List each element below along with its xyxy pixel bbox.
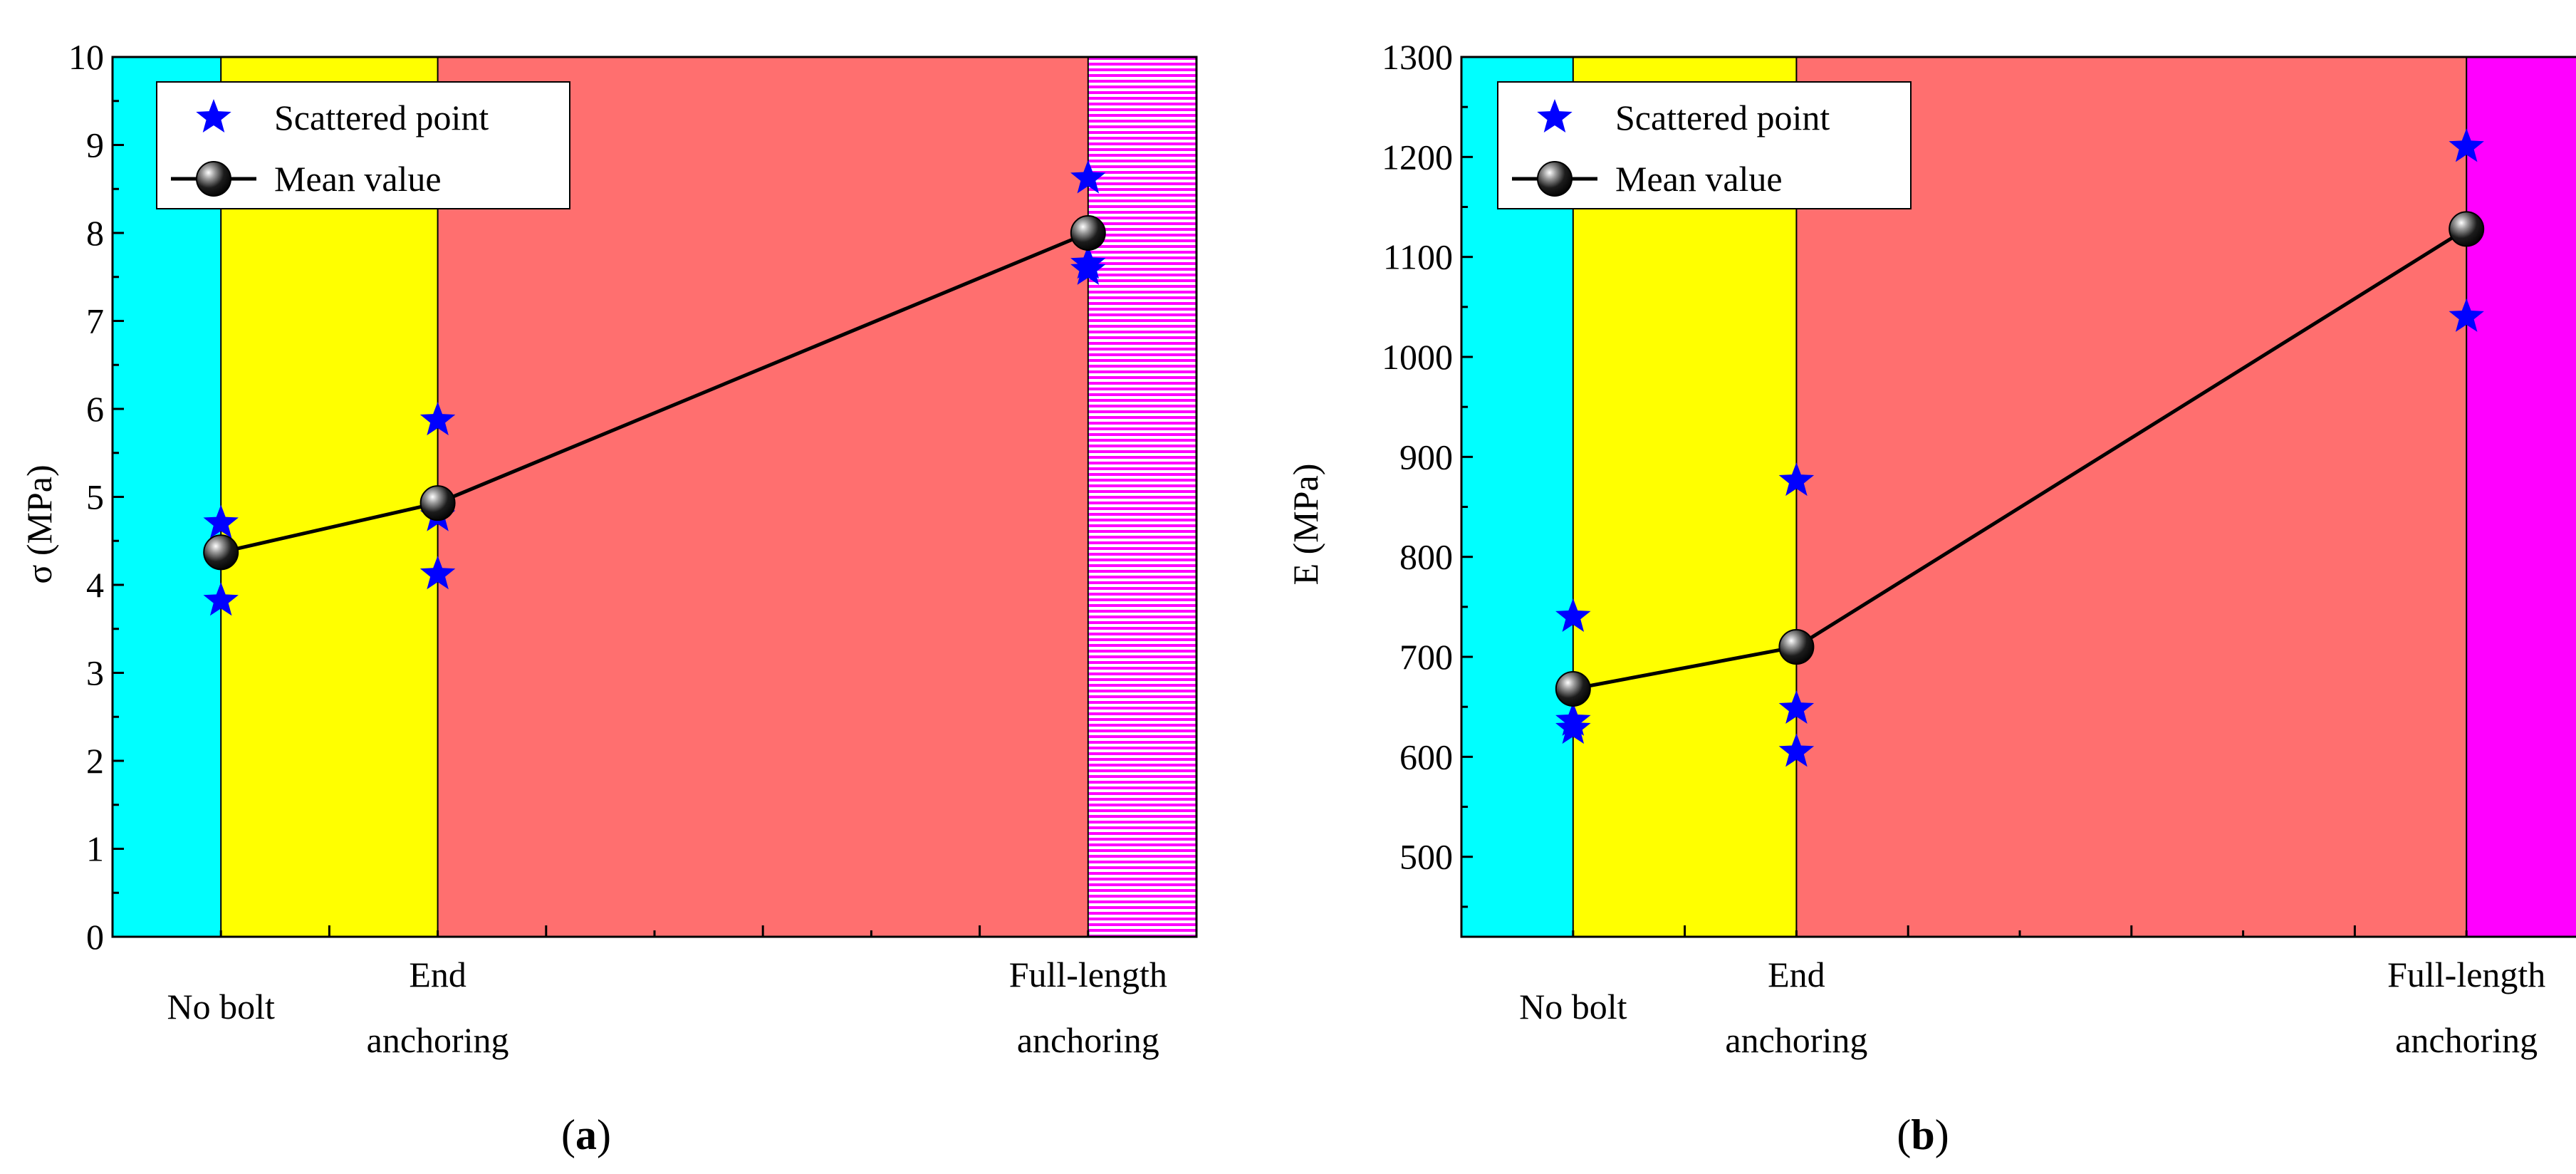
panel-a-scatter-point	[203, 504, 239, 539]
panel-b-legend-mean-label: Mean value	[1615, 159, 1783, 199]
panel-a-y-tick-label: 5	[86, 477, 104, 517]
panel-b-label: (b)	[1897, 1111, 1949, 1158]
panel-a-y-tick-label: 7	[86, 301, 104, 341]
panel-a-y-tick-label: 2	[86, 741, 104, 781]
panel-b-plot-frame	[1460, 56, 2576, 938]
panel-b-y-axis-label: E (MPa)	[1286, 464, 1325, 586]
panel-b-y-tick-label: 500	[1399, 837, 1453, 877]
panel-a-scatter-point	[1070, 251, 1106, 285]
panel-a-mean-point	[203, 534, 239, 571]
panel-a-y-tick-label: 4	[86, 565, 104, 605]
panel-a-y-tick-label: 9	[86, 125, 104, 165]
panel-b-scatter-point	[2449, 128, 2484, 162]
panel-b-x-category-label-2: End anchoring	[1725, 955, 1867, 1060]
panel-a-scatter-point	[203, 582, 239, 616]
panel-b-x-category-label-1: No bolt	[1519, 987, 1627, 1027]
panel-a-y-tick-label: 3	[86, 653, 104, 693]
panel-a-y-tick-label: 0	[86, 917, 104, 957]
panel-b-mean-point	[1778, 629, 1815, 665]
panel-b-scatter-point	[1555, 598, 1591, 632]
panel-a-legend-mean-icon	[196, 161, 231, 197]
panel-a-label: (a)	[561, 1111, 611, 1158]
panel-a-y-tick-label: 1	[86, 829, 104, 869]
panel-a-mean-point	[1070, 215, 1106, 251]
panel-b-y-tick-label: 1100	[1383, 237, 1453, 277]
panel-b-scatter-point	[1778, 462, 1815, 497]
panel-b-x-category-label-3: Full-length anchoring	[2387, 955, 2545, 1060]
panel-b-scatter-point	[1778, 690, 1815, 724]
panel-a-legend-mean-label: Mean value	[274, 159, 442, 199]
panel-b-y-tick-label: 600	[1399, 737, 1453, 776]
panel-b-y-tick-label: 1200	[1382, 137, 1453, 177]
panel-a-scatter-point	[419, 402, 456, 436]
panel-b-legend-scatter-label: Scattered point	[1615, 98, 1830, 137]
panel-b-y-tick-label: 1000	[1382, 337, 1453, 377]
panel-a-y-axis-label: σ (MPa)	[19, 464, 59, 583]
panel-b-y-tick-label: 800	[1399, 537, 1453, 577]
panel-a-x-category-label-1: No bolt	[167, 987, 275, 1027]
panel-b-chart: E (MPa) (b) 500 600 700 800 900 1000 1100 1200 1…	[1286, 37, 2576, 1158]
panel-a-region-4	[1088, 57, 1196, 937]
panel-b-scatter-point	[1778, 733, 1815, 767]
panel-b-mean-point	[1555, 670, 1591, 707]
panel-a-legend-scatter-label: Scattered point	[274, 98, 489, 137]
panel-b-y-tick-label: 900	[1399, 437, 1453, 477]
panel-b-legend-scatter-icon	[1537, 99, 1573, 133]
panel-b-scatter-point	[1555, 710, 1591, 744]
panel-a-y-tick-label: 8	[86, 213, 104, 253]
panel-a-chart: σ (MPa) (a) 0 1 2 3 4 5 6 7 8 9 10 No bolt End anchor…	[19, 37, 1198, 1158]
panel-b-y-tick-label: 1300	[1382, 37, 1453, 77]
panel-a-y-tick-label: 10	[68, 37, 104, 77]
panel-b-scatter-point	[2449, 298, 2484, 332]
panel-a-plot-frame	[111, 56, 1198, 938]
panel-a-mean-point	[419, 485, 456, 521]
panel-a-x-category-label-2: End anchoring	[367, 955, 509, 1060]
panel-b-region-4	[2466, 57, 2576, 937]
panel-b-legend-mean-icon	[1537, 161, 1573, 197]
panel-a-scatter-point	[1070, 160, 1106, 194]
panel-a-y-tick-label: 6	[86, 389, 104, 429]
panel-a-scatter-point	[419, 556, 456, 590]
panel-a-x-category-label-3: Full-length anchoring	[1009, 955, 1167, 1060]
panel-b-y-tick-label: 700	[1399, 637, 1453, 677]
panel-b-mean-point	[2449, 211, 2485, 247]
panel-a-legend-scatter-icon	[196, 99, 231, 133]
